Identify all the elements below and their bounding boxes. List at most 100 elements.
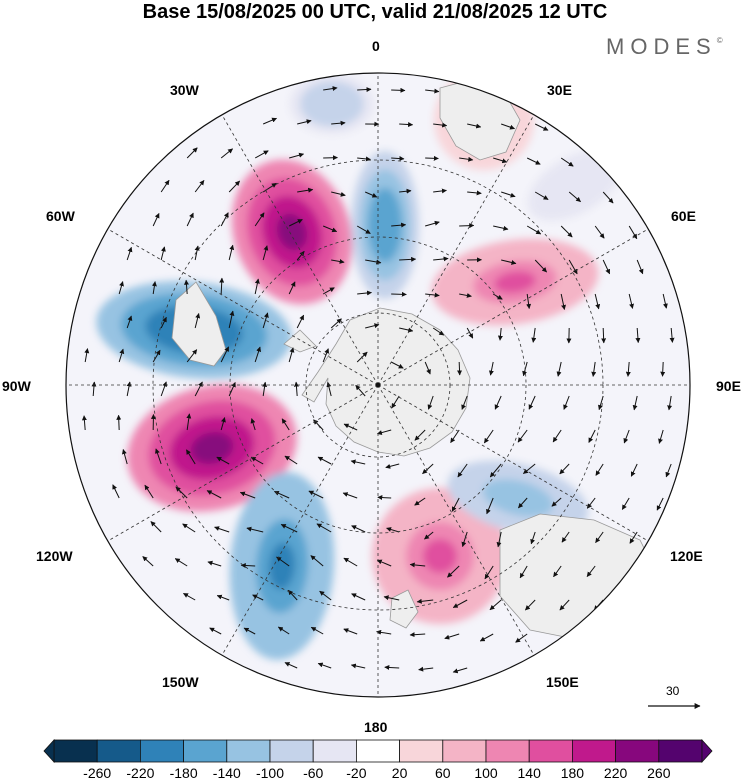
anomaly-contour bbox=[423, 539, 457, 573]
anomaly-neg-south-atlantic-mid bbox=[351, 151, 419, 299]
wind-vector bbox=[492, 293, 503, 300]
anomaly-pos-south-pacific-east bbox=[127, 384, 297, 512]
wind-vector bbox=[497, 327, 503, 341]
wind-vector bbox=[528, 395, 536, 410]
anomaly-neg-south-pacific bbox=[229, 472, 335, 660]
wind-vector bbox=[667, 395, 673, 411]
wind-vector bbox=[399, 122, 414, 128]
colorbar-tick-label: -60 bbox=[303, 765, 324, 781]
colorbar-swatch bbox=[139, 739, 184, 763]
wind-vector bbox=[501, 259, 517, 265]
wind-vector bbox=[479, 633, 494, 642]
wind-vector bbox=[144, 484, 154, 499]
wind-vector bbox=[288, 281, 296, 295]
colorbar-swatch bbox=[399, 739, 444, 763]
lon-label-180: 180 bbox=[364, 719, 388, 735]
wind-vector bbox=[515, 633, 528, 643]
wind-vector bbox=[461, 395, 468, 410]
wind-vector bbox=[355, 384, 366, 397]
wind-vector bbox=[519, 565, 528, 579]
wind-vector bbox=[418, 666, 434, 672]
colorbar-swatch bbox=[485, 739, 530, 763]
wind-vector bbox=[254, 150, 269, 159]
wind-vector bbox=[254, 278, 260, 295]
wind-vector bbox=[126, 315, 133, 329]
wind-vector bbox=[152, 212, 160, 227]
wind-vector bbox=[194, 313, 201, 329]
wind-vector bbox=[357, 87, 372, 93]
wind-vector bbox=[186, 413, 192, 431]
wind-vector bbox=[262, 245, 269, 261]
wind-vector bbox=[656, 497, 664, 511]
colorbar-swatch bbox=[572, 739, 617, 763]
wind-vector bbox=[457, 463, 468, 478]
colorbar-tick-label: -220 bbox=[126, 765, 155, 781]
wind-vector bbox=[194, 245, 200, 261]
wind-vector bbox=[531, 327, 537, 343]
wind-vector bbox=[317, 456, 332, 465]
wind-vector bbox=[376, 629, 392, 635]
wind-vector bbox=[424, 531, 434, 540]
wind-vector bbox=[568, 259, 578, 275]
wind-vector bbox=[376, 429, 392, 435]
wind-vector bbox=[350, 663, 366, 669]
wind-vector bbox=[493, 225, 509, 231]
map-boundary bbox=[65, 72, 691, 698]
wind-vector bbox=[331, 259, 345, 264]
wind-vector bbox=[459, 293, 472, 298]
wind-vector bbox=[160, 179, 170, 193]
wind-vector bbox=[586, 565, 596, 577]
wind-vector bbox=[588, 429, 596, 443]
wind-vector bbox=[518, 497, 528, 509]
wind-vector bbox=[151, 281, 157, 295]
wind-vector bbox=[669, 327, 675, 343]
latitude-circle-50s bbox=[229, 236, 527, 534]
wind-vector bbox=[126, 381, 132, 397]
wind-vector bbox=[183, 279, 189, 295]
wind-vector bbox=[160, 246, 166, 261]
wind-vector bbox=[484, 565, 494, 580]
anomaly-contour bbox=[563, 176, 587, 194]
anomaly-contour bbox=[376, 206, 394, 244]
anomaly-pos-tasman bbox=[372, 488, 508, 624]
wind-vector bbox=[665, 463, 672, 478]
wind-vector bbox=[343, 557, 358, 567]
wind-vector bbox=[409, 562, 426, 568]
wind-vector bbox=[399, 188, 412, 194]
colorbar-min-triangle bbox=[43, 738, 55, 764]
wind-vector bbox=[383, 595, 400, 601]
wind-vector bbox=[310, 555, 324, 567]
wind-vector bbox=[517, 429, 528, 443]
lon-label-120w: 120W bbox=[36, 548, 73, 564]
graticule bbox=[66, 73, 690, 697]
wind-vector bbox=[568, 191, 581, 203]
wind-vector bbox=[214, 526, 230, 533]
wind-vector bbox=[561, 531, 570, 543]
wind-vector bbox=[523, 463, 536, 474]
colorbar-swatch bbox=[312, 739, 357, 763]
wind-vector bbox=[288, 347, 295, 363]
wind-vector bbox=[250, 418, 256, 431]
colorbar-swatch bbox=[615, 739, 660, 763]
wind-vector bbox=[228, 244, 235, 261]
colorbar-swatch bbox=[226, 739, 271, 763]
anomaly-neg-north-atlantic-rim bbox=[290, 74, 374, 134]
wind-vector bbox=[586, 497, 596, 509]
antarctic-peninsula bbox=[283, 329, 317, 353]
wind-vector bbox=[461, 531, 468, 548]
lon-label-90w: 90W bbox=[2, 378, 31, 394]
wind-vector bbox=[343, 628, 358, 635]
wind-vector bbox=[563, 395, 570, 410]
wind-vector bbox=[287, 589, 298, 601]
colorbar-swatch bbox=[528, 739, 573, 763]
wind-vector bbox=[628, 293, 634, 309]
wind-vector bbox=[560, 225, 573, 238]
wind-vector bbox=[459, 156, 474, 162]
meridian-line bbox=[377, 384, 535, 656]
wind-vector bbox=[377, 495, 392, 501]
wind-vector bbox=[186, 349, 198, 363]
wind-vector bbox=[281, 418, 290, 431]
anomaly-contour bbox=[321, 96, 343, 112]
wind-vector bbox=[384, 664, 400, 670]
wind-vector bbox=[424, 361, 431, 375]
